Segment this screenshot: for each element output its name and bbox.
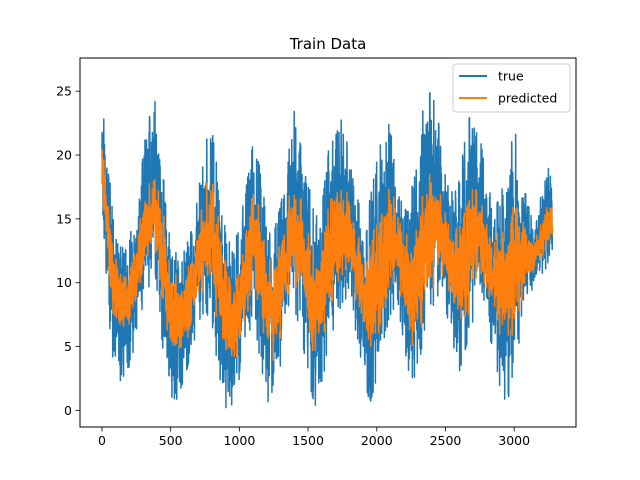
y-tick-label: 20 [56, 148, 72, 163]
x-tick-label: 2000 [361, 433, 393, 448]
y-tick-label: 5 [64, 339, 72, 354]
x-tick-label: 3000 [498, 433, 530, 448]
legend-label-predicted: predicted [498, 91, 557, 106]
axes-frame [79, 57, 577, 428]
chart-title: Train Data [289, 35, 367, 53]
y-tick-label: 15 [56, 211, 72, 226]
plot-area [101, 92, 554, 409]
y-tick-label: 25 [56, 84, 72, 99]
x-axis: 0 500 1000 1500 2000 2500 3000 [98, 427, 530, 448]
legend: true predicted [452, 63, 571, 113]
y-tick-label: 10 [56, 275, 72, 290]
x-tick-label: 0 [98, 433, 106, 448]
x-tick-label: 2500 [430, 433, 462, 448]
x-tick-label: 500 [159, 433, 183, 448]
y-tick-label: 0 [64, 403, 72, 418]
legend-label-true: true [498, 69, 524, 84]
y-axis: 0 5 10 15 20 25 [56, 84, 80, 418]
x-tick-label: 1000 [223, 433, 255, 448]
series-line-predicted [101, 149, 554, 362]
x-tick-label: 1500 [292, 433, 324, 448]
